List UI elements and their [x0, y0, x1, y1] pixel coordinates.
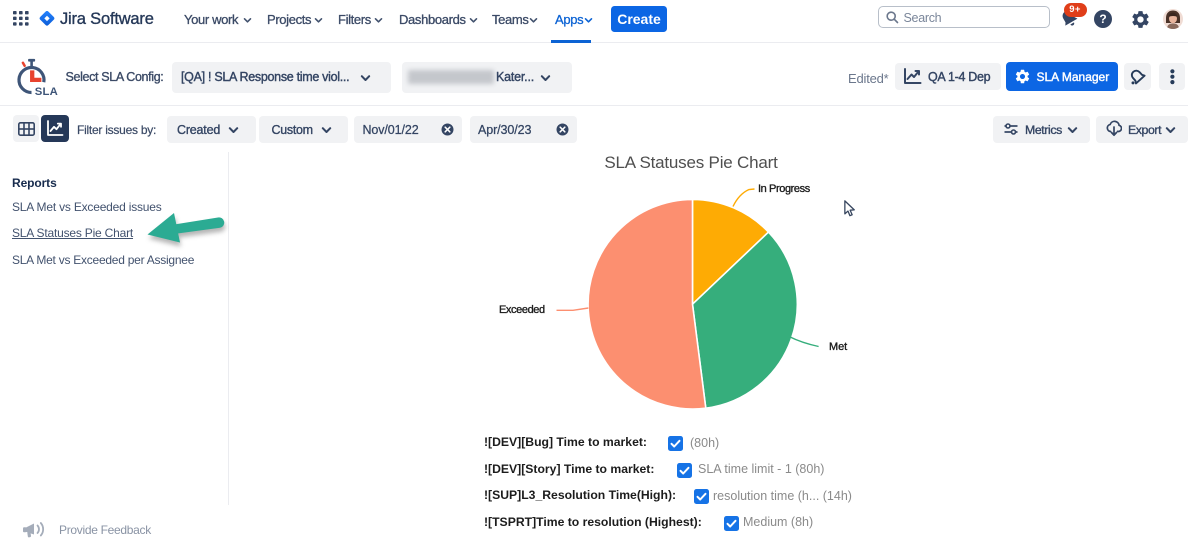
svg-text:SLA: SLA — [34, 86, 57, 98]
